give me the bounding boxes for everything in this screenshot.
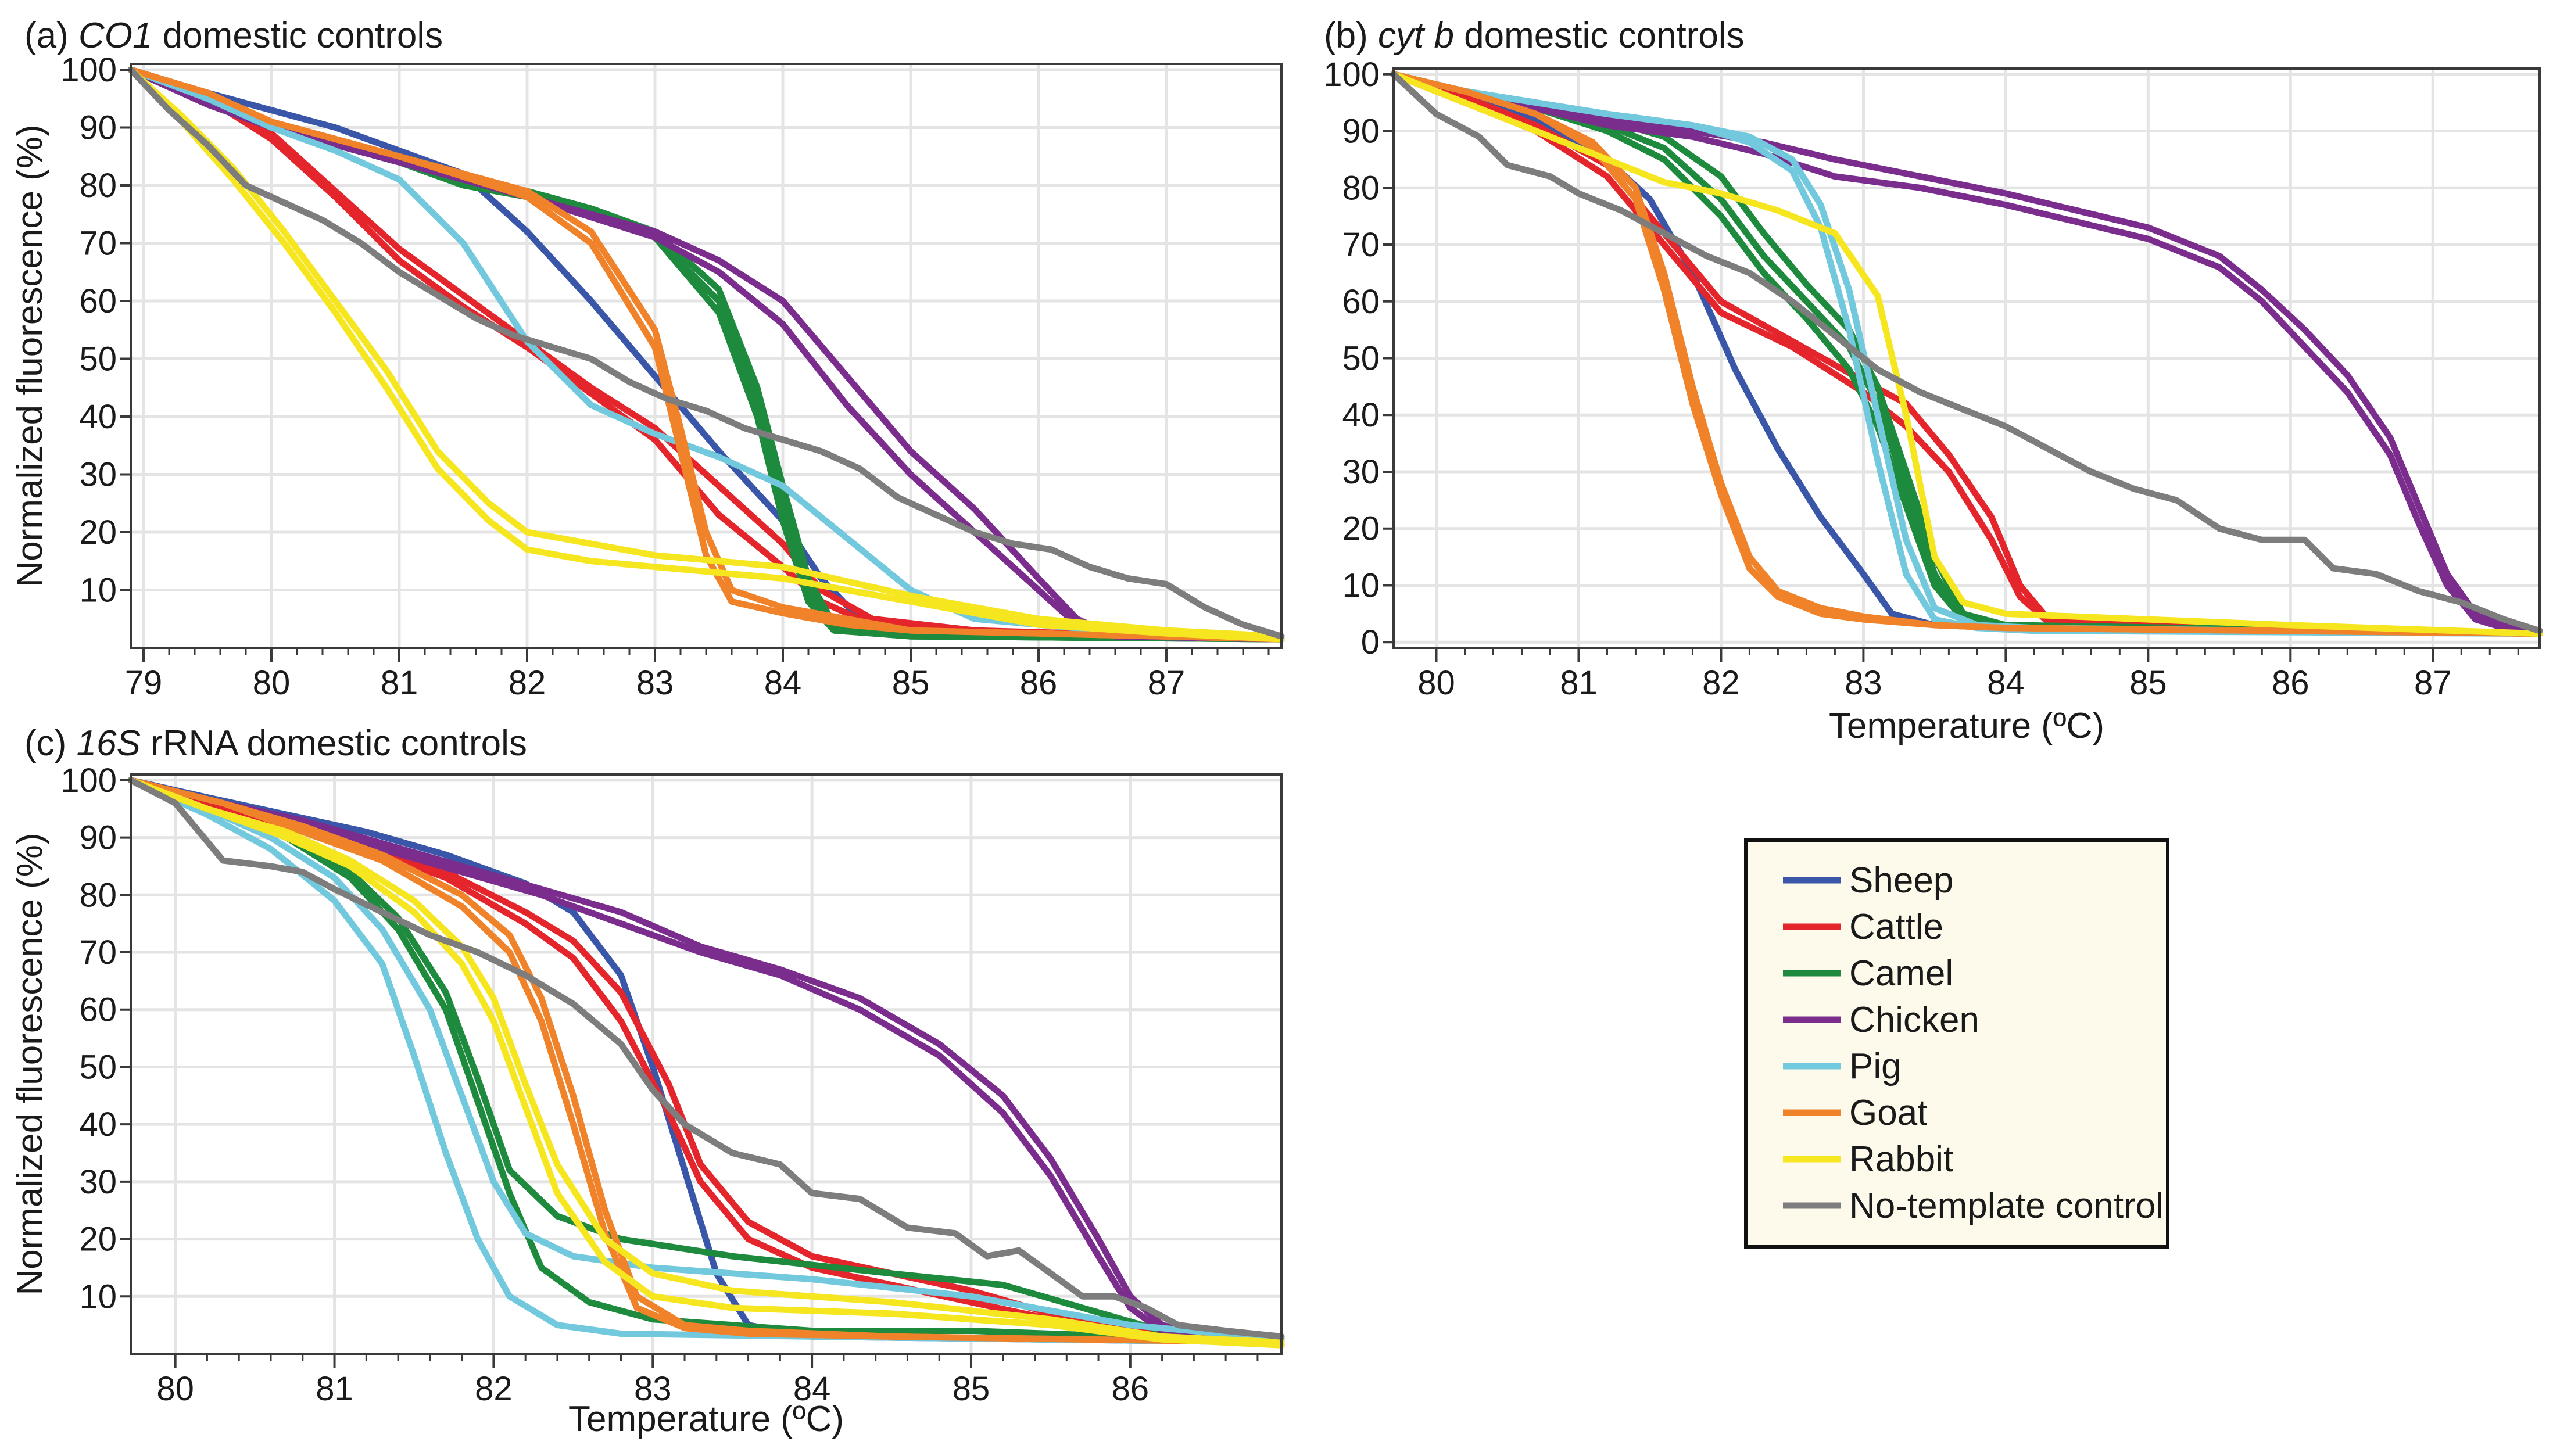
x-tick-label: 80 — [156, 1370, 194, 1408]
series-line-chicken — [1390, 71, 2543, 634]
y-tick-label: 30 — [1342, 453, 1380, 491]
series-line-chicken — [127, 66, 1285, 643]
y-tick-label: 70 — [1342, 226, 1380, 264]
y-tick-label: 80 — [79, 876, 117, 914]
series-line-rabbit — [127, 777, 1285, 1349]
x-tick-label: 80 — [1417, 664, 1455, 702]
series-line-rabbit — [127, 66, 1285, 640]
x-tick-label: 82 — [509, 664, 546, 702]
y-tick-label: 100 — [60, 762, 117, 799]
y-tick-label: 20 — [79, 1221, 117, 1258]
y-axis-label: Normalized fluorescence (%) — [10, 833, 50, 1296]
series-line-pig — [127, 777, 1285, 1346]
y-tick-label: 40 — [1342, 396, 1380, 434]
x-tick-label: 81 — [1560, 664, 1598, 702]
panel-a-chart: (a) CO1 domestic controls 79 80 81 82 83 84 85… — [10, 16, 1285, 702]
legend-label-camel: Camel — [1849, 953, 1953, 994]
x-tick-label: 82 — [475, 1370, 513, 1408]
y-tick-label: 80 — [1342, 169, 1380, 207]
legend-label-rabbit: Rabbit — [1849, 1139, 1953, 1179]
legend-label-pig: Pig — [1849, 1046, 1902, 1086]
series-line-no-template-control — [127, 66, 1285, 640]
y-tick-label: 50 — [79, 1048, 117, 1086]
y-tick-label: 70 — [79, 934, 117, 971]
y-tick-label: 90 — [1342, 113, 1380, 150]
panel-c-title: (c) 16S rRNA domestic controls — [24, 723, 527, 763]
y-tick-label: 20 — [1342, 510, 1380, 548]
x-tick-label: 86 — [1112, 1370, 1150, 1408]
plot-frame — [130, 773, 1283, 1355]
series-line-rabbit — [127, 66, 1285, 643]
legend: Sheep Cattle Camel Chicken Pig Goat Rabbit No-t… — [1744, 838, 2169, 1249]
x-axis-label: Temperature (ºC) — [1829, 706, 2104, 746]
y-tick-label: 20 — [79, 514, 117, 551]
y-tick-label: 30 — [79, 1163, 117, 1201]
panel-b-chart: (b) cyt b domestic controls 80 81 82 83 84 85… — [1323, 16, 2543, 746]
x-axis-label: Temperature (ºC) — [568, 1399, 844, 1439]
series-line-pig — [127, 777, 1285, 1343]
series-line-no-template-control — [1390, 71, 2543, 634]
y-tick-label: 10 — [1342, 566, 1380, 604]
series-line-goat — [1390, 71, 2543, 637]
y-tick-label: 70 — [79, 224, 117, 262]
panel-c-chart: (c) 16S rRNA domestic controls 80 81 82 83 8… — [10, 723, 1285, 1439]
series-line-rabbit — [1390, 71, 2543, 637]
y-tick-label: 10 — [79, 571, 117, 609]
legend-label-sheep: Sheep — [1849, 860, 1953, 901]
x-tick-label: 85 — [892, 664, 930, 702]
x-tick-label: 80 — [253, 664, 291, 702]
x-tick-label: 83 — [636, 664, 674, 702]
y-tick-label: 10 — [79, 1278, 117, 1315]
x-tick-label: 87 — [2414, 664, 2452, 702]
y-tick-label: 100 — [1323, 56, 1380, 94]
series-line-cattle — [127, 66, 1285, 643]
x-tick-label: 84 — [764, 664, 802, 702]
series-line-camel — [127, 777, 1285, 1346]
series-line-rabbit — [127, 777, 1285, 1346]
x-tick-label: 86 — [1020, 664, 1058, 702]
x-tick-label: 84 — [1987, 664, 2025, 702]
y-tick-label: 40 — [79, 398, 117, 436]
legend-label-cattle: Cattle — [1849, 907, 1943, 947]
legend-box — [1744, 838, 2169, 1249]
legend-label-no-template-control: No-template control — [1849, 1186, 2164, 1226]
legend-label-chicken: Chicken — [1849, 1000, 1979, 1040]
x-tick-label: 82 — [1702, 664, 1740, 702]
series-line-cattle — [127, 66, 1285, 643]
x-tick-label: 81 — [381, 664, 418, 702]
series-line-goat — [127, 777, 1285, 1346]
series-line-no-template-control — [127, 777, 1285, 1340]
y-axis-label: Normalized fluorescence (%) — [10, 125, 50, 587]
y-tick-label: 50 — [1342, 340, 1380, 378]
x-tick-label: 86 — [2272, 664, 2309, 702]
y-tick-label: 90 — [79, 819, 117, 857]
x-tick-label: 83 — [1845, 664, 1882, 702]
y-tick-label: 60 — [1342, 283, 1380, 321]
x-tick-label: 87 — [1148, 664, 1186, 702]
panel-a-title: (a) CO1 domestic controls — [24, 16, 443, 56]
y-tick-label: 30 — [79, 456, 117, 493]
y-tick-label: 40 — [79, 1106, 117, 1143]
y-tick-label: 50 — [79, 340, 117, 378]
x-tick-label: 81 — [316, 1370, 353, 1408]
y-tick-label: 100 — [60, 51, 117, 89]
series-line-chicken — [127, 777, 1285, 1349]
x-tick-label: 85 — [2129, 664, 2167, 702]
y-tick-label: 80 — [79, 167, 117, 205]
y-tick-label: 60 — [79, 991, 117, 1029]
series-line-chicken — [1390, 71, 2543, 637]
x-tick-label: 83 — [634, 1370, 672, 1408]
y-tick-label: 0 — [1361, 623, 1380, 661]
panel-b-title: (b) cyt b domestic controls — [1324, 16, 1745, 56]
legend-label-goat: Goat — [1849, 1093, 1927, 1133]
x-tick-label: 85 — [953, 1370, 990, 1408]
y-tick-label: 60 — [79, 282, 117, 320]
y-tick-label: 90 — [79, 109, 117, 146]
x-tick-label: 79 — [125, 664, 163, 702]
x-tick-label: 84 — [793, 1370, 831, 1408]
